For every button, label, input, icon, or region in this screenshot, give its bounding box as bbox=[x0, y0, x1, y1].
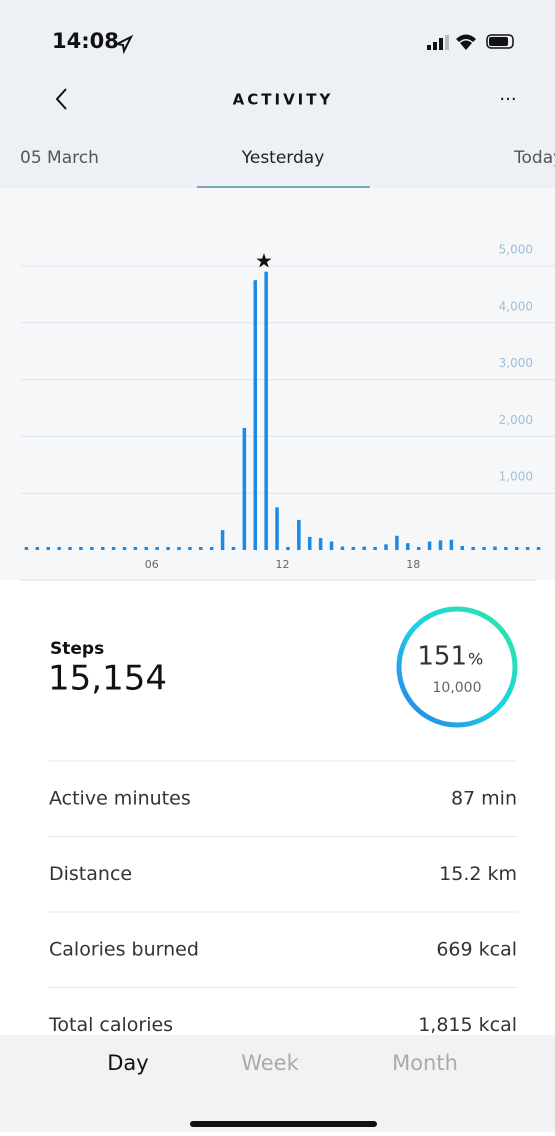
date-tab[interactable]: Today bbox=[513, 148, 555, 168]
bar bbox=[504, 547, 508, 550]
bar bbox=[449, 539, 454, 550]
goal-value: 10,000 bbox=[433, 680, 482, 696]
y-tick-label: 1,000 bbox=[499, 470, 533, 484]
max-star: ★ bbox=[255, 249, 273, 273]
bar bbox=[79, 547, 83, 550]
x-tick-label: 06 bbox=[145, 558, 159, 571]
goal-percent-unit: % bbox=[468, 650, 483, 669]
bar bbox=[90, 547, 94, 550]
bar bbox=[515, 547, 519, 550]
bar bbox=[406, 543, 410, 550]
top-bg bbox=[0, 0, 555, 188]
bar bbox=[111, 547, 116, 550]
bar bbox=[144, 547, 149, 550]
bar bbox=[199, 547, 203, 550]
bar bbox=[264, 271, 268, 550]
steps-label: Steps bbox=[50, 639, 104, 659]
bar bbox=[68, 547, 72, 550]
bar bbox=[536, 547, 541, 550]
bar bbox=[155, 547, 159, 550]
bar bbox=[307, 536, 312, 550]
bar bbox=[166, 547, 170, 550]
y-tick-label: 3,000 bbox=[499, 356, 533, 370]
bar bbox=[133, 547, 138, 550]
bar bbox=[416, 547, 421, 550]
bar bbox=[384, 544, 388, 550]
bar bbox=[57, 547, 61, 550]
bar bbox=[297, 519, 301, 550]
bottom-tab[interactable]: Month bbox=[392, 1051, 458, 1075]
bar bbox=[242, 427, 247, 550]
row-label: Calories burned bbox=[49, 939, 199, 961]
location-icon bbox=[113, 34, 134, 55]
bottom-tab[interactable]: Week bbox=[241, 1051, 299, 1075]
bar bbox=[362, 546, 366, 550]
status-time: 14:08 bbox=[52, 29, 119, 53]
x-tick-label: 12 bbox=[276, 558, 290, 571]
bar bbox=[395, 535, 399, 550]
goal-percent: 151 bbox=[417, 642, 467, 672]
bar bbox=[493, 546, 497, 550]
bar bbox=[340, 546, 345, 550]
bar bbox=[253, 280, 258, 550]
bar bbox=[318, 538, 323, 550]
row-label: Total calories bbox=[48, 1014, 173, 1036]
bar bbox=[100, 547, 105, 550]
bar bbox=[460, 546, 465, 550]
date-tab[interactable]: Yesterday bbox=[241, 148, 325, 168]
row-value: 1,815 kcal bbox=[418, 1014, 517, 1036]
bar bbox=[471, 547, 475, 550]
bar bbox=[35, 547, 40, 550]
bar bbox=[373, 547, 377, 550]
back-button[interactable] bbox=[55, 88, 67, 110]
bar bbox=[427, 541, 432, 550]
bar bbox=[231, 547, 236, 550]
bar bbox=[329, 541, 334, 550]
bar bbox=[46, 547, 50, 550]
y-tick-label: 5,000 bbox=[499, 243, 533, 257]
bar bbox=[525, 547, 530, 550]
bar bbox=[286, 547, 290, 550]
x-tick-label: 18 bbox=[406, 558, 420, 571]
bar bbox=[177, 547, 181, 550]
bar bbox=[188, 547, 192, 550]
home-indicator bbox=[190, 1121, 377, 1127]
y-tick-label: 2,000 bbox=[499, 413, 533, 427]
date-tab[interactable]: 05 March bbox=[20, 148, 99, 168]
row-label: Active minutes bbox=[49, 788, 191, 810]
goal-ring bbox=[396, 606, 518, 728]
steps-value: 15,154 bbox=[48, 659, 167, 699]
bar bbox=[482, 547, 486, 550]
bar bbox=[24, 547, 29, 550]
bottom-tab[interactable]: Day bbox=[107, 1051, 148, 1075]
row-value: 87 min bbox=[451, 788, 517, 810]
content-bg bbox=[0, 580, 555, 1035]
row-label: Distance bbox=[49, 863, 132, 885]
status-icons bbox=[427, 34, 514, 50]
bar bbox=[275, 507, 279, 550]
bar bbox=[438, 540, 443, 550]
y-tick-label: 4,000 bbox=[499, 299, 533, 313]
bar bbox=[351, 547, 356, 550]
bar bbox=[220, 530, 225, 550]
header-title: ACTIVITY bbox=[233, 91, 334, 109]
row-value: 15.2 km bbox=[439, 863, 517, 885]
bar bbox=[209, 547, 214, 550]
bar bbox=[122, 547, 127, 550]
bottom-bar bbox=[0, 1035, 555, 1132]
row-value: 669 kcal bbox=[436, 939, 517, 961]
more-button[interactable]: ··· bbox=[499, 89, 516, 110]
